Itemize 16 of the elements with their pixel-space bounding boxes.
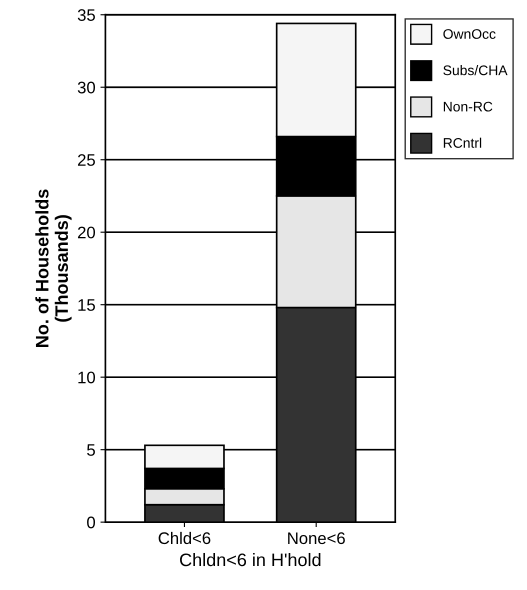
y-tick-label: 35 [78, 9, 95, 21]
y-tick-label: 20 [78, 226, 96, 238]
x-tick-label: Chld<6 [158, 532, 210, 544]
x-axis-title: Chldn<6 in H'hold [180, 552, 320, 566]
legend-label: RCntrl [444, 138, 482, 148]
y-tick-label: 30 [78, 82, 96, 94]
legend-label: Subs/CHA [443, 65, 508, 76]
y-tick-label: 0 [87, 516, 96, 528]
legend-label: Non-RC [444, 102, 492, 112]
y-axis-title: No. of Households (Thousands) [35, 189, 72, 347]
y-tick-label: 5 [87, 444, 95, 456]
y-tick-label: 10 [78, 372, 96, 384]
y-tick-label: 25 [78, 154, 95, 166]
x-tick-label: None<6 [288, 532, 345, 544]
y-tick-label: 15 [78, 299, 95, 311]
legend-label: OwnOcc [443, 29, 496, 39]
